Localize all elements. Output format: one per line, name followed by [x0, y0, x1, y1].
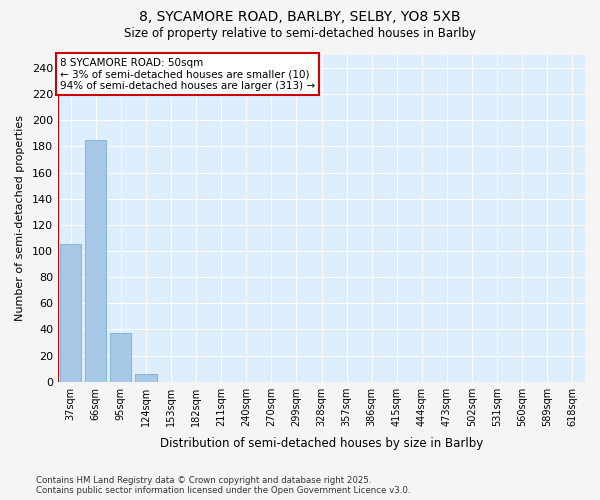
Text: Size of property relative to semi-detached houses in Barlby: Size of property relative to semi-detach…: [124, 28, 476, 40]
Bar: [135, 374, 157, 382]
X-axis label: Distribution of semi-detached houses by size in Barlby: Distribution of semi-detached houses by …: [160, 437, 483, 450]
Bar: [60, 244, 81, 382]
Text: 8 SYCAMORE ROAD: 50sqm
← 3% of semi-detached houses are smaller (10)
94% of semi: 8 SYCAMORE ROAD: 50sqm ← 3% of semi-deta…: [60, 58, 315, 91]
Bar: [85, 140, 106, 382]
Text: 8, SYCAMORE ROAD, BARLBY, SELBY, YO8 5XB: 8, SYCAMORE ROAD, BARLBY, SELBY, YO8 5XB: [139, 10, 461, 24]
Bar: [110, 334, 131, 382]
Y-axis label: Number of semi-detached properties: Number of semi-detached properties: [15, 116, 25, 322]
Text: Contains HM Land Registry data © Crown copyright and database right 2025.
Contai: Contains HM Land Registry data © Crown c…: [36, 476, 410, 495]
